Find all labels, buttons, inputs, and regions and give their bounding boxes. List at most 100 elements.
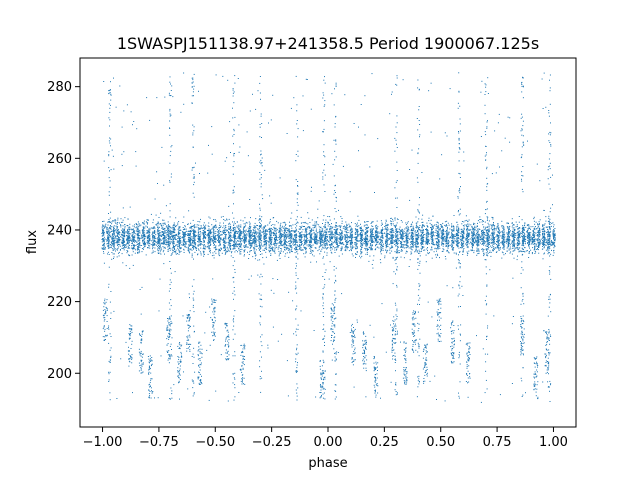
- data-point: [203, 222, 205, 224]
- data-point: [427, 240, 429, 242]
- data-point: [253, 250, 255, 252]
- data-point: [477, 231, 479, 233]
- data-point: [508, 231, 510, 233]
- data-point: [350, 236, 352, 238]
- data-point: [208, 239, 210, 241]
- data-point: [108, 245, 110, 247]
- data-point: [466, 229, 468, 231]
- data-point: [194, 251, 196, 253]
- data-point: [132, 238, 134, 240]
- data-point: [436, 238, 438, 240]
- data-point: [127, 242, 129, 244]
- data-point: [163, 242, 165, 244]
- data-point: [339, 227, 341, 229]
- data-point: [283, 231, 285, 233]
- data-point: [112, 249, 114, 251]
- data-point: [346, 224, 348, 226]
- data-point: [314, 242, 315, 244]
- data-point: [168, 245, 170, 247]
- data-point: [437, 227, 439, 229]
- data-point: [178, 236, 180, 238]
- data-point: [103, 234, 105, 236]
- data-point: [533, 228, 535, 230]
- data-point: [289, 246, 291, 248]
- data-point: [423, 234, 424, 236]
- data-point: [503, 228, 505, 230]
- data-point: [351, 222, 352, 224]
- data-point: [346, 247, 348, 249]
- data-point: [512, 244, 514, 246]
- data-point: [427, 235, 429, 237]
- data-point: [380, 239, 382, 241]
- data-point: [523, 238, 525, 240]
- data-point: [189, 245, 191, 246]
- data-point: [192, 231, 194, 232]
- data-point: [397, 231, 399, 233]
- data-point: [356, 236, 358, 237]
- data-point: [275, 241, 277, 243]
- data-point: [496, 226, 498, 228]
- data-point: [254, 243, 256, 245]
- data-point: [172, 245, 174, 247]
- data-point: [149, 245, 151, 247]
- data-point: [108, 240, 110, 242]
- data-point: [537, 242, 539, 243]
- data-point: [471, 234, 473, 236]
- data-point: [149, 237, 151, 239]
- data-point: [142, 248, 144, 250]
- data-point: [452, 247, 454, 249]
- data-point: [154, 236, 155, 238]
- data-point: [210, 231, 212, 233]
- data-point: [370, 239, 372, 241]
- data-point: [107, 231, 109, 233]
- data-point: [351, 233, 353, 235]
- data-point: [193, 241, 195, 243]
- data-point: [350, 234, 352, 236]
- data-point: [481, 229, 483, 231]
- data-point: [339, 236, 341, 238]
- data-point: [304, 241, 305, 243]
- data-point: [218, 240, 220, 242]
- data-point: [472, 235, 474, 237]
- data-point: [102, 229, 104, 231]
- data-point: [238, 224, 240, 226]
- data-point: [202, 238, 204, 240]
- data-point: [147, 238, 149, 239]
- data-point: [137, 239, 139, 241]
- data-point: [346, 241, 348, 243]
- data-point: [512, 242, 514, 244]
- data-point: [462, 234, 463, 236]
- data-point: [531, 252, 533, 253]
- data-point: [370, 230, 372, 232]
- data-point: [340, 242, 342, 244]
- data-point: [432, 239, 434, 241]
- data-point: [543, 247, 545, 249]
- data-point: [158, 245, 160, 246]
- data-point: [365, 244, 366, 246]
- data-point: [127, 229, 129, 231]
- data-point: [288, 233, 290, 235]
- data-point: [456, 234, 458, 236]
- data-point: [456, 242, 458, 244]
- data-point: [375, 226, 377, 228]
- data-point: [136, 234, 138, 236]
- data-point: [178, 221, 180, 223]
- data-point: [528, 251, 530, 253]
- data-point: [543, 229, 545, 231]
- data-point: [172, 243, 174, 245]
- data-point: [401, 244, 403, 245]
- data-point: [178, 243, 180, 245]
- data-point: [163, 235, 165, 237]
- data-point: [143, 228, 145, 230]
- data-point: [447, 249, 448, 251]
- data-point: [431, 249, 433, 251]
- data-point: [183, 248, 185, 250]
- data-point: [213, 227, 215, 229]
- data-point: [532, 236, 534, 238]
- data-point: [553, 234, 555, 236]
- data-point: [163, 239, 165, 241]
- data-point: [371, 245, 373, 247]
- data-point: [265, 238, 266, 240]
- data-point: [492, 250, 494, 252]
- data-point: [144, 233, 146, 235]
